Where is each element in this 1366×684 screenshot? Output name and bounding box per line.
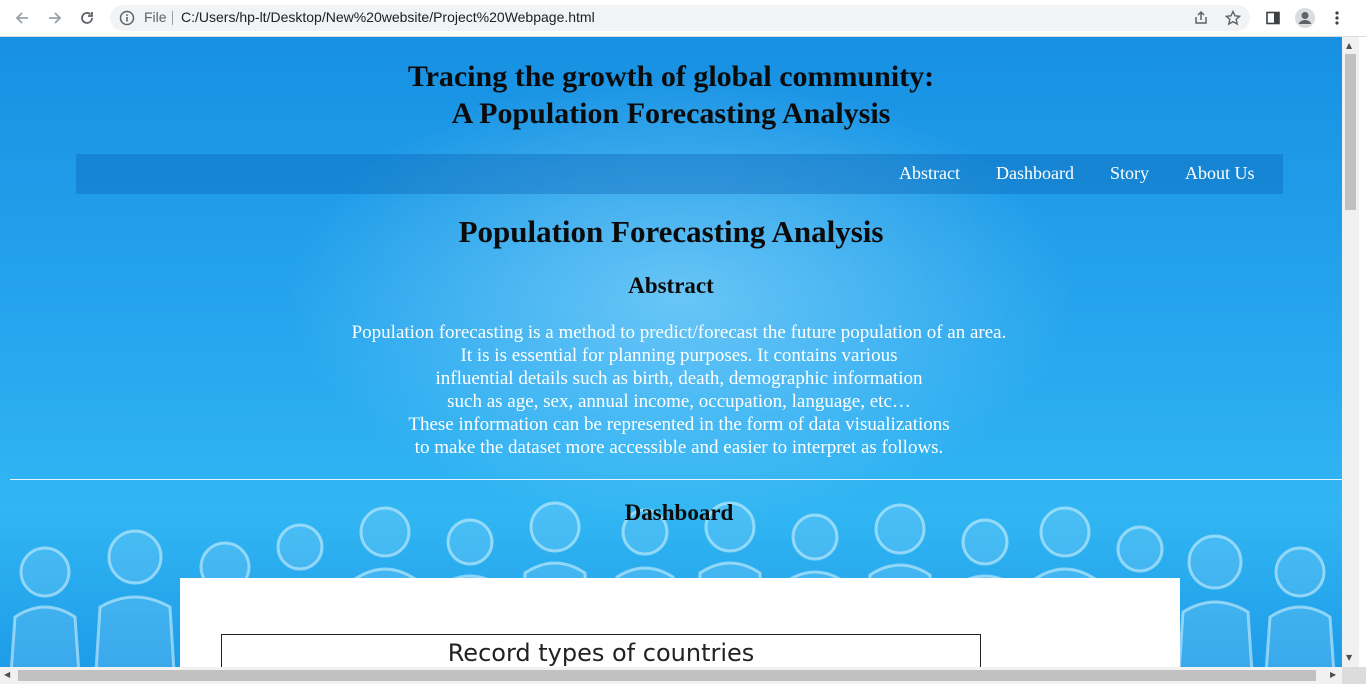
- profile-avatar-icon: [1295, 8, 1315, 28]
- page-title: Tracing the growth of global community: …: [0, 58, 1342, 132]
- share-icon: [1195, 10, 1207, 24]
- page-viewport: Tracing the growth of global community: …: [0, 37, 1342, 667]
- star-icon: [1225, 10, 1241, 26]
- back-arrow-icon: [15, 12, 28, 24]
- forward-button[interactable]: [43, 6, 67, 30]
- abstract-line: It is is essential for planning purposes…: [460, 345, 898, 366]
- main-heading: Population Forecasting Analysis: [458, 214, 884, 249]
- url-text[interactable]: C:/Users/hp-lt/Desktop/New%20website/Pro…: [181, 9, 595, 25]
- abstract-line: such as age, sex, annual income, occupat…: [447, 391, 911, 412]
- dashboard-embed[interactable]: Record types of countries: [180, 578, 1180, 667]
- vertical-scroll-thumb[interactable]: [1345, 54, 1356, 210]
- reload-button[interactable]: [75, 6, 99, 30]
- abstract-heading: Abstract: [628, 273, 714, 298]
- section-divider: [10, 479, 1342, 480]
- horizontal-scrollbar[interactable]: ◀ ▶: [0, 667, 1342, 684]
- abstract-line: Population forecasting is a method to pr…: [351, 322, 1007, 343]
- side-panel-button[interactable]: [1261, 6, 1285, 30]
- nav-link-dashboard[interactable]: Dashboard: [996, 163, 1074, 183]
- scroll-right-arrow-icon[interactable]: ▶: [1330, 670, 1337, 679]
- info-icon[interactable]: [119, 10, 135, 26]
- scroll-down-arrow-icon[interactable]: ▼: [1346, 653, 1353, 662]
- dashboard-heading: Dashboard: [624, 500, 734, 525]
- browser-toolbar: File C:/Users/hp-lt/Desktop/New%20websit…: [0, 0, 1366, 37]
- scroll-up-arrow-icon[interactable]: ▲: [1346, 41, 1353, 50]
- nav-link-story[interactable]: Story: [1110, 163, 1150, 183]
- site-navbar: Abstract Dashboard Story About Us: [76, 154, 1283, 194]
- abstract-line: to make the dataset more accessible and …: [414, 437, 944, 458]
- visualization-title: Record types of countries: [447, 639, 755, 667]
- address-separator: [172, 11, 173, 25]
- scrollbar-corner: [1342, 667, 1366, 684]
- nav-link-about-us[interactable]: About Us: [1185, 163, 1255, 183]
- scroll-left-arrow-icon[interactable]: ◀: [4, 670, 11, 679]
- forward-arrow-icon: [49, 12, 62, 24]
- side-panel-icon: [1266, 11, 1280, 25]
- bookmark-button[interactable]: [1223, 8, 1243, 28]
- abstract-text: Population forecasting is a method to pr…: [0, 321, 1342, 459]
- title-line-1: Tracing the growth of global community:: [407, 60, 935, 93]
- nav-link-abstract[interactable]: Abstract: [899, 163, 960, 183]
- visualization-frame[interactable]: Record types of countries: [221, 634, 981, 667]
- reload-icon: [81, 12, 93, 24]
- file-scheme-label: File: [144, 9, 167, 25]
- back-button[interactable]: [10, 6, 34, 30]
- menu-button[interactable]: [1325, 6, 1349, 30]
- horizontal-scroll-thumb[interactable]: [18, 670, 1316, 681]
- abstract-line: These information can be represented in …: [408, 414, 950, 435]
- profile-button[interactable]: [1293, 6, 1317, 30]
- abstract-line: influential details such as birth, death…: [435, 368, 923, 389]
- kebab-menu-icon: [1335, 11, 1339, 25]
- title-line-2: A Population Forecasting Analysis: [451, 97, 891, 130]
- address-bar[interactable]: File C:/Users/hp-lt/Desktop/New%20websit…: [110, 5, 1250, 31]
- vertical-scrollbar[interactable]: ▲ ▼: [1342, 37, 1359, 667]
- share-button[interactable]: [1191, 8, 1211, 28]
